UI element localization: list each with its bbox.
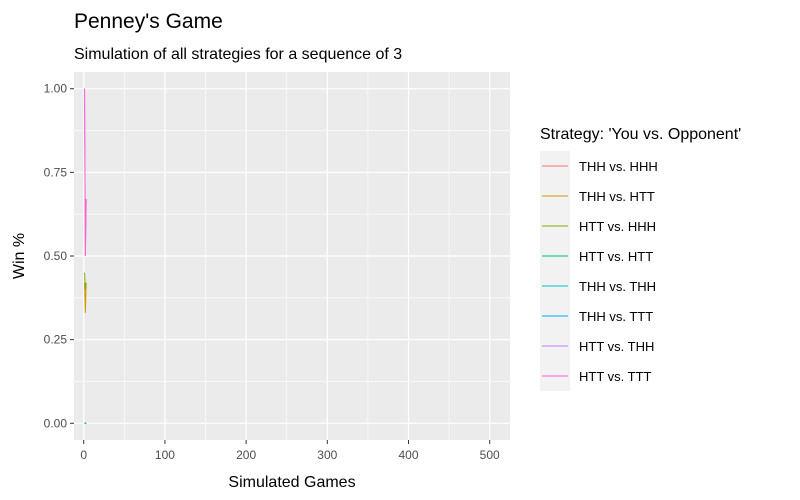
legend-label: HTT vs. TTT bbox=[579, 369, 652, 384]
series-lines bbox=[84, 88, 87, 424]
x-tick-label: 300 bbox=[317, 448, 337, 462]
chart-title: Penney's Game bbox=[74, 10, 223, 33]
legend-label: HTT vs. HHH bbox=[579, 219, 656, 234]
legend-label: HTT vs. THH bbox=[579, 339, 654, 354]
legend: Strategy: 'You vs. Opponent' THH vs. HHH… bbox=[540, 126, 741, 391]
chart-subtitle: Simulation of all strategies for a seque… bbox=[74, 46, 402, 63]
x-axis: 0 100 200 300 400 500 bbox=[80, 440, 500, 462]
x-tick-label: 400 bbox=[398, 448, 418, 462]
x-tick-label: 500 bbox=[480, 448, 500, 462]
series-line-3 bbox=[84, 272, 87, 290]
y-tick-label: 1.00 bbox=[44, 82, 68, 96]
series-line-8 bbox=[84, 88, 87, 257]
legend-label: HTT vs. HTT bbox=[579, 249, 653, 264]
y-tick-label: 0.50 bbox=[44, 249, 68, 263]
y-axis-title: Win % bbox=[11, 233, 28, 279]
legend-label: THH vs. HHH bbox=[579, 159, 658, 174]
grid bbox=[74, 72, 510, 440]
y-axis: 0.00 0.25 0.50 0.75 1.00 bbox=[44, 82, 74, 430]
x-tick-label: 100 bbox=[155, 448, 175, 462]
legend-label: THH vs. TTT bbox=[579, 309, 653, 324]
series-line-2 bbox=[84, 282, 87, 313]
x-axis-title: Simulated Games bbox=[228, 474, 355, 491]
y-tick-label: 0.25 bbox=[44, 333, 68, 347]
legend-label: THH vs. HTT bbox=[579, 189, 655, 204]
x-tick-label: 200 bbox=[236, 448, 256, 462]
y-tick-label: 0.75 bbox=[44, 165, 68, 179]
legend-label: THH vs. THH bbox=[579, 279, 656, 294]
y-tick-label: 0.00 bbox=[44, 416, 68, 430]
legend-title: Strategy: 'You vs. Opponent' bbox=[540, 126, 741, 143]
x-tick-label: 0 bbox=[80, 448, 87, 462]
